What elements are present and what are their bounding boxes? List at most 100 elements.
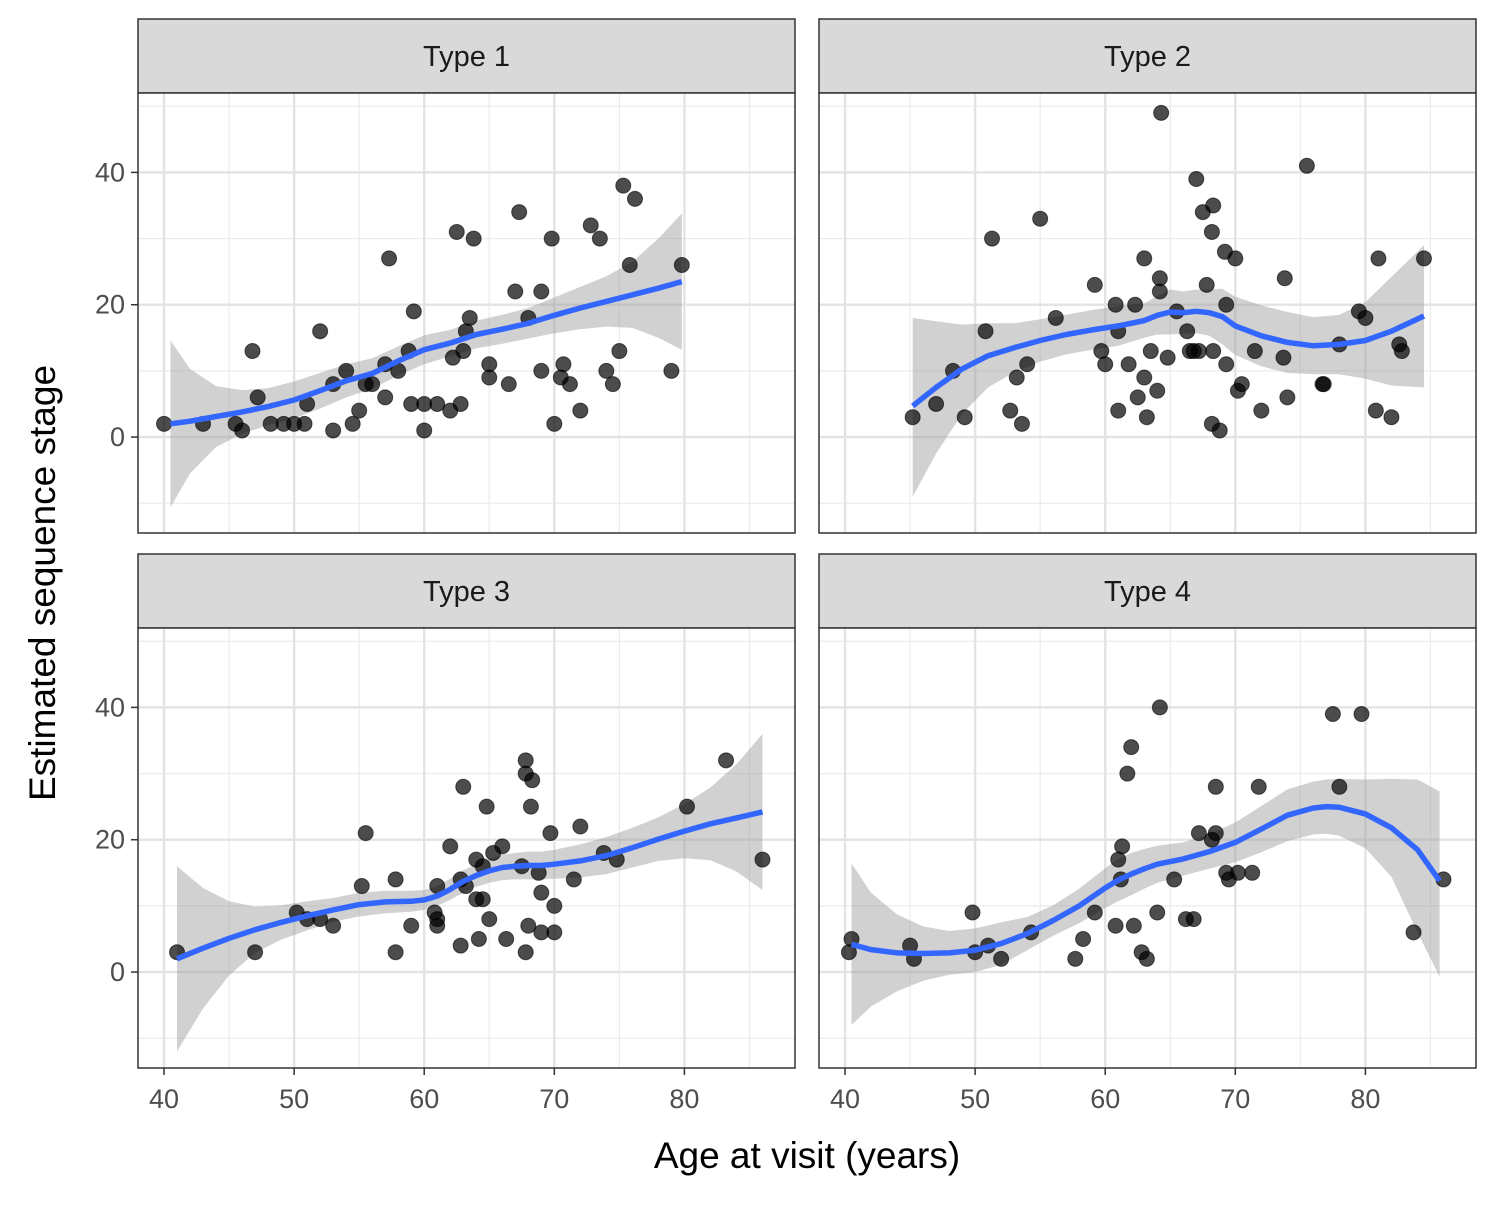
data-point <box>1315 376 1332 393</box>
data-point <box>1166 871 1183 888</box>
data-point <box>377 389 394 406</box>
smooth-line <box>910 308 1426 409</box>
data-point <box>1188 171 1205 188</box>
data-point <box>1002 402 1019 419</box>
data-point <box>1276 270 1293 287</box>
smooth-line <box>850 803 1442 957</box>
data-point <box>543 230 560 247</box>
data-point <box>1114 838 1131 855</box>
x-tick-label: 50 <box>279 1084 309 1114</box>
data-point <box>591 230 608 247</box>
data-point <box>455 343 472 360</box>
data-point <box>452 937 469 954</box>
data-point <box>465 230 482 247</box>
strip-type-4 <box>818 553 1477 629</box>
data-point <box>1110 851 1127 868</box>
panel-border <box>137 92 796 534</box>
data-point <box>1151 283 1168 300</box>
data-point <box>1125 917 1142 934</box>
data-point <box>1393 343 1410 360</box>
y-tick-label: 40 <box>95 157 125 187</box>
data-point <box>561 376 578 393</box>
panel-type-4: Type 4 40 50 60 70 80 <box>818 553 1477 1114</box>
data-point <box>1185 911 1202 928</box>
data-point <box>1107 917 1124 934</box>
data-point <box>1229 864 1246 881</box>
data-point <box>325 422 342 439</box>
data-point <box>1218 296 1235 313</box>
data-point <box>964 904 981 921</box>
data-point <box>1190 343 1207 360</box>
data-point <box>1383 409 1400 426</box>
data-point <box>1093 343 1110 360</box>
data-point <box>993 950 1010 967</box>
data-point <box>1107 296 1124 313</box>
data-point <box>604 376 621 393</box>
data-point <box>1298 157 1315 174</box>
data-point <box>1244 864 1261 881</box>
data-point <box>1075 930 1092 947</box>
data-point <box>1153 104 1170 121</box>
data-point <box>1353 706 1370 723</box>
data-point <box>517 944 534 961</box>
data-point <box>546 415 563 432</box>
data-point <box>1179 323 1196 340</box>
data-point <box>312 323 329 340</box>
data-point <box>718 752 735 769</box>
data-point <box>296 415 313 432</box>
data-point <box>1019 356 1036 373</box>
panel-border <box>818 627 1477 1069</box>
data-point <box>956 409 973 426</box>
data-point <box>1357 309 1374 326</box>
data-point <box>381 250 398 267</box>
data-point <box>1190 825 1207 842</box>
data-point <box>1129 389 1146 406</box>
data-point <box>615 177 632 194</box>
data-point <box>387 944 404 961</box>
x-tick-label: 70 <box>1220 1084 1250 1114</box>
data-point <box>984 230 1001 247</box>
data-point <box>507 283 524 300</box>
strip-label-type-2: Type 2 <box>1104 41 1191 73</box>
data-point <box>598 362 615 379</box>
data-point <box>1207 825 1224 842</box>
smooth-line <box>175 809 764 962</box>
data-point <box>1205 343 1222 360</box>
data-point <box>582 217 599 234</box>
data-point <box>416 422 433 439</box>
y-tick-label: 0 <box>110 957 125 987</box>
data-point <box>247 944 264 961</box>
strip-type-3 <box>137 553 796 629</box>
strip-type-2 <box>818 18 1477 94</box>
data-point <box>249 389 266 406</box>
data-point <box>754 851 771 868</box>
data-point <box>474 891 491 908</box>
data-point <box>1142 343 1159 360</box>
data-point <box>403 917 420 934</box>
data-point <box>533 884 550 901</box>
data-point <box>1086 276 1103 293</box>
data-point <box>1159 349 1176 366</box>
data-point <box>364 376 381 393</box>
data-point <box>928 395 945 412</box>
data-point <box>244 343 261 360</box>
data-point <box>1127 296 1144 313</box>
data-point <box>1415 250 1432 267</box>
data-point <box>673 257 690 274</box>
x-tick-label: 50 <box>960 1084 990 1114</box>
data-point <box>1047 309 1064 326</box>
data-point <box>904 409 921 426</box>
data-point <box>405 303 422 320</box>
data-point <box>1218 356 1235 373</box>
y-axis-title: Estimated sequence stage <box>22 365 63 801</box>
data-point <box>1275 349 1292 366</box>
data-point <box>533 283 550 300</box>
data-point <box>357 825 374 842</box>
data-point <box>1138 409 1155 426</box>
data-point <box>1198 276 1215 293</box>
data-point <box>481 911 498 928</box>
data-point <box>1097 356 1114 373</box>
data-point <box>1227 250 1244 267</box>
data-point <box>494 838 511 855</box>
